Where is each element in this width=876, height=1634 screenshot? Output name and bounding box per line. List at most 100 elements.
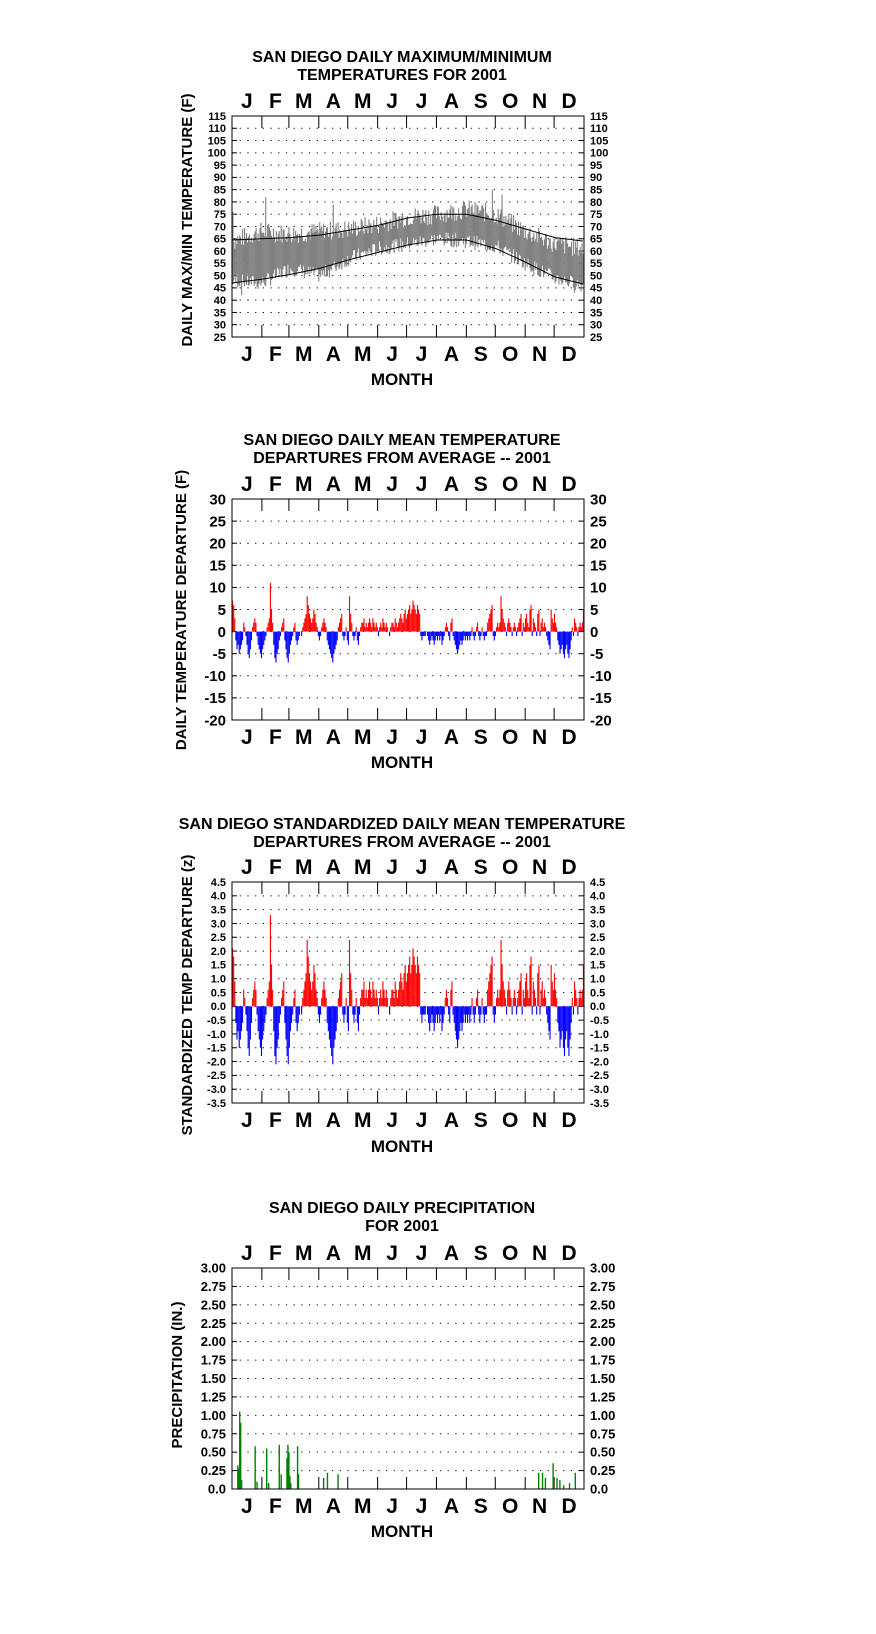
negative-departure-bar <box>320 631 322 637</box>
negative-departure-bar <box>469 1006 471 1023</box>
top-month-label: S <box>474 90 488 113</box>
positive-departure-bar <box>367 622 370 632</box>
positive-departure-bar <box>375 989 377 1007</box>
positive-departure-bar <box>526 973 528 1007</box>
positive-departure-bar <box>391 989 393 1007</box>
negative-departure-bar <box>430 1006 432 1023</box>
bottom-month-label: A <box>444 343 459 366</box>
positive-departure-bar <box>532 618 534 632</box>
negative-departure-bar <box>331 1006 333 1057</box>
positive-departure-bar <box>399 981 401 1007</box>
positive-departure-bar <box>348 940 351 1007</box>
positive-departure-bar <box>523 627 525 632</box>
positive-departure-bar <box>244 998 246 1007</box>
negative-departure-bar <box>561 631 563 645</box>
positive-departure-bar <box>527 989 529 1007</box>
panel1-y-axis-label: DAILY MAX/MIN TEMPERATURE (F) <box>179 93 196 346</box>
positive-departure-bar <box>471 998 473 1007</box>
negative-departure-bar <box>464 631 466 641</box>
bottom-month-label: J <box>416 1109 428 1132</box>
negative-departure-bar <box>274 631 276 659</box>
negative-departure-bar <box>263 631 265 645</box>
negative-departure-bar <box>273 631 275 645</box>
positive-departure-bar <box>305 613 307 632</box>
negative-departure-bar <box>377 1006 380 1015</box>
positive-departure-bar <box>545 998 547 1007</box>
negative-departure-bar <box>248 1006 250 1057</box>
positive-departure-bar <box>508 618 510 632</box>
bottom-month-label: S <box>474 1109 488 1132</box>
positive-departure-bar <box>394 618 396 632</box>
bottom-month-label: M <box>354 343 372 366</box>
negative-departure-bar <box>301 631 303 637</box>
positive-departure-bar <box>402 989 404 1007</box>
negative-departure-bar <box>239 631 241 650</box>
negative-departure-bar <box>296 1006 298 1032</box>
negative-departure-bar <box>428 631 430 641</box>
negative-departure-bar <box>557 1006 559 1023</box>
positive-departure-bar <box>386 998 388 1007</box>
negative-departure-bar <box>354 1006 356 1015</box>
negative-departure-bar <box>240 1006 243 1032</box>
positive-departure-bar <box>355 627 357 632</box>
bottom-month-label: O <box>502 343 518 366</box>
negative-departure-bar <box>422 631 424 637</box>
negative-departure-bar <box>492 631 494 637</box>
positive-departure-bar <box>341 613 343 632</box>
positive-departure-bar <box>307 956 309 1007</box>
bottom-month-label: A <box>326 726 341 749</box>
panel3-x-axis-label: MONTH <box>371 1137 433 1156</box>
positive-departure-bar <box>498 627 500 632</box>
negative-departure-bar <box>420 1006 422 1015</box>
negative-departure-bar <box>430 631 432 641</box>
panel2-title-line2: DEPARTURES FROM AVERAGE -- 2001 <box>253 450 551 467</box>
positive-departure-bar <box>384 627 386 632</box>
positive-departure-bar <box>364 998 366 1007</box>
negative-departure-bar <box>472 631 474 637</box>
right-tick-label: 2.50 <box>590 1297 615 1312</box>
positive-departure-bar <box>517 627 519 632</box>
top-month-label: J <box>416 856 428 879</box>
negative-departure-bar <box>566 1006 568 1032</box>
positive-departure-bar <box>302 627 304 632</box>
positive-departure-bar <box>528 998 530 1007</box>
negative-departure-bar <box>238 1006 240 1048</box>
positive-departure-bar <box>582 609 584 632</box>
positive-departure-bar <box>540 989 542 1007</box>
positive-departure-bar <box>491 956 493 1007</box>
negative-departure-bar <box>441 1006 443 1032</box>
right-tick-label: 1.5 <box>590 960 605 972</box>
positive-departure-bar <box>294 989 296 1007</box>
negative-departure-bar <box>240 631 243 645</box>
positive-departure-bar <box>477 989 479 1007</box>
left-tick-label: 60 <box>214 246 226 258</box>
negative-departure-bar <box>289 631 292 645</box>
positive-departure-bar <box>371 627 373 632</box>
negative-departure-bar <box>563 631 566 659</box>
bottom-month-label: J <box>386 726 398 749</box>
negative-departure-bar <box>462 631 464 641</box>
negative-departure-bar <box>565 631 567 650</box>
positive-departure-bar <box>481 627 483 632</box>
left-tick-label: 40 <box>214 295 226 307</box>
negative-departure-bar <box>546 631 548 637</box>
right-tick-label: 105 <box>590 135 608 147</box>
right-tick-label: 65 <box>590 234 602 246</box>
positive-departure-bar <box>392 622 394 632</box>
bottom-month-label: M <box>295 343 313 366</box>
positive-departure-bar <box>444 627 446 632</box>
daily-precipitation-panel: SAN DIEGO DAILY PRECIPITATION FOR 2001 J… <box>169 1200 615 1541</box>
positive-departure-bar <box>412 948 414 1007</box>
negative-departure-bar <box>478 631 480 637</box>
positive-departure-bar <box>243 989 245 1007</box>
negative-departure-bar <box>246 631 248 645</box>
negative-departure-bar <box>297 1006 299 1023</box>
positive-departure-bar <box>309 618 312 632</box>
right-tick-label: -1.5 <box>590 1043 609 1055</box>
positive-departure-bar <box>444 998 446 1007</box>
negative-departure-bar <box>358 631 361 637</box>
right-tick-label: 15 <box>590 558 607 575</box>
positive-departure-bar <box>355 998 357 1007</box>
